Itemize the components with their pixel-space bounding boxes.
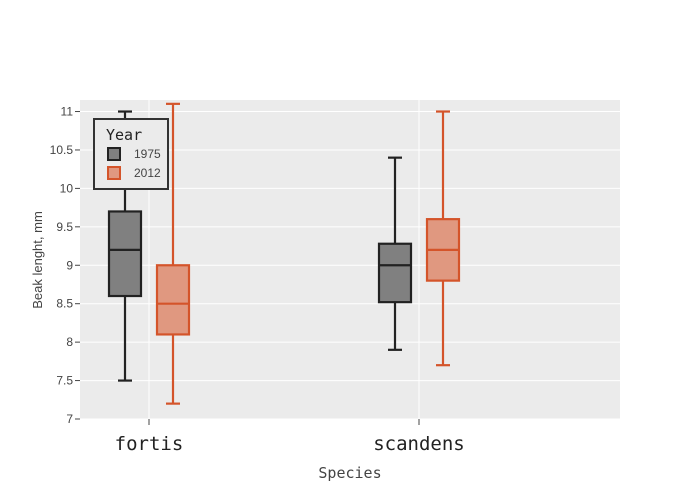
y-tick-label: 10 [60, 181, 74, 195]
legend-item-2012[interactable]: 2012 [107, 166, 161, 180]
y-tick-label: 10.5 [50, 143, 74, 157]
y-tick-label: 8.5 [56, 297, 73, 311]
box-fortis-2012[interactable] [155, 102, 191, 405]
boxes [107, 102, 461, 405]
legend-label: 2012 [134, 166, 161, 180]
y-tick-label: 11 [61, 105, 74, 119]
y-tick-label: 7 [66, 412, 73, 426]
x-tick-label: fortis [115, 433, 184, 455]
box-scandens-1975[interactable] [377, 156, 413, 351]
y-tick-label: 9 [66, 258, 73, 272]
y-axis-title: Beak lenght, mm [30, 211, 45, 309]
x-axis-title: Species [318, 464, 381, 482]
legend-item-1975[interactable]: 1975 [107, 147, 161, 161]
box-scandens-2012[interactable] [425, 110, 461, 367]
box-fortis-1975[interactable] [107, 110, 143, 382]
plot-area [80, 100, 620, 419]
x-axis-ticks: fortis scandens [115, 419, 465, 455]
x-tick-label: scandens [373, 433, 465, 455]
legend-frame [93, 118, 169, 190]
legend-title: Year [106, 126, 142, 144]
legend[interactable]: Year 1975 2012 [93, 118, 169, 190]
y-axis-ticks: 7 7.5 8 8.5 9 9.5 10 10.5 11 [50, 105, 80, 426]
legend-swatch [107, 147, 121, 161]
grid-lines [80, 100, 620, 420]
legend-swatch [107, 166, 121, 180]
legend-label: 1975 [134, 147, 161, 161]
y-tick-label: 7.5 [56, 374, 73, 388]
box-body [107, 210, 143, 298]
box-body [377, 242, 413, 304]
y-tick-label: 8 [66, 335, 73, 349]
y-tick-label: 9.5 [56, 220, 73, 234]
box-body [155, 264, 191, 336]
